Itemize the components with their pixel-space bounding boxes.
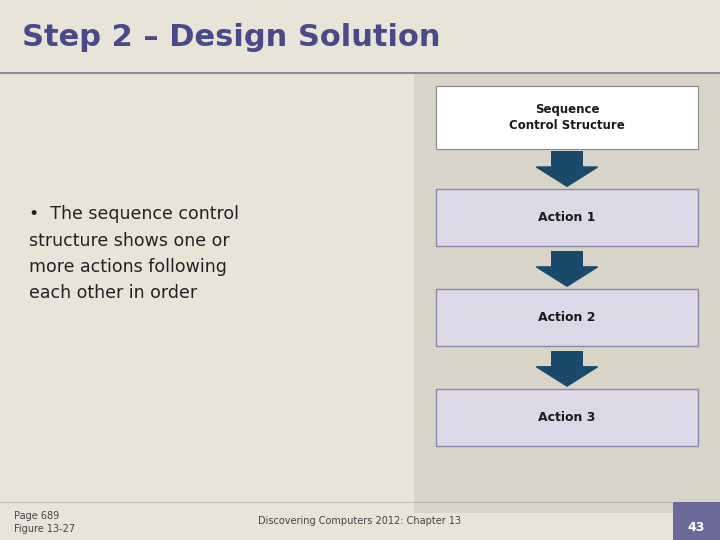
FancyBboxPatch shape <box>0 0 720 73</box>
Text: Discovering Computers 2012: Chapter 13: Discovering Computers 2012: Chapter 13 <box>258 516 462 526</box>
Text: •  The sequence control
structure shows one or
more actions following
each other: • The sequence control structure shows o… <box>29 205 239 302</box>
FancyBboxPatch shape <box>436 86 698 148</box>
FancyBboxPatch shape <box>436 289 698 346</box>
Polygon shape <box>536 367 598 386</box>
Text: Action 1: Action 1 <box>539 211 595 224</box>
FancyBboxPatch shape <box>436 189 698 246</box>
Polygon shape <box>536 167 598 186</box>
Text: Action 2: Action 2 <box>539 310 595 324</box>
Text: 43: 43 <box>688 521 706 535</box>
FancyBboxPatch shape <box>414 73 720 513</box>
Text: Sequence
Control Structure: Sequence Control Structure <box>509 103 625 132</box>
FancyBboxPatch shape <box>551 151 583 167</box>
FancyBboxPatch shape <box>551 351 583 367</box>
FancyBboxPatch shape <box>673 502 720 540</box>
Text: Step 2 – Design Solution: Step 2 – Design Solution <box>22 23 440 52</box>
FancyBboxPatch shape <box>551 251 583 267</box>
Text: Figure 13-27: Figure 13-27 <box>14 524 76 534</box>
Text: Action 3: Action 3 <box>539 410 595 424</box>
FancyBboxPatch shape <box>436 389 698 446</box>
Polygon shape <box>536 267 598 286</box>
Text: Page 689: Page 689 <box>14 511 60 521</box>
